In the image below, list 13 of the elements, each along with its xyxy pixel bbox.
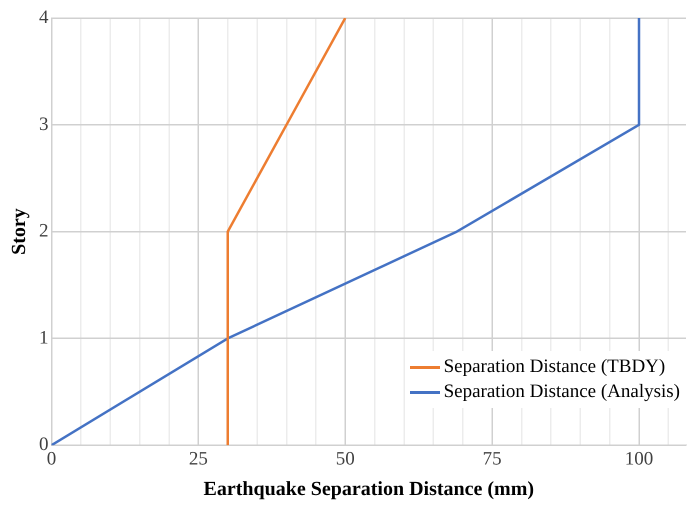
x-tick-label: 25 — [188, 448, 208, 470]
legend-label: Separation Distance (Analysis) — [444, 381, 680, 403]
x-tick-label: 100 — [624, 448, 654, 470]
y-tick-label: 1 — [39, 327, 48, 348]
y-tick-label: 2 — [39, 220, 48, 242]
legend-label: Separation Distance (TBDY) — [444, 356, 666, 378]
y-tick-label: 3 — [39, 114, 48, 135]
y-tick-label: 0 — [39, 434, 48, 456]
y-axis-title: Story — [8, 208, 30, 255]
x-axis-title: Earthquake Separation Distance (mm) — [203, 478, 534, 500]
x-tick-label: 50 — [336, 448, 355, 470]
x-tick-label: 75 — [482, 448, 502, 470]
y-tick-label: 4 — [39, 6, 49, 28]
